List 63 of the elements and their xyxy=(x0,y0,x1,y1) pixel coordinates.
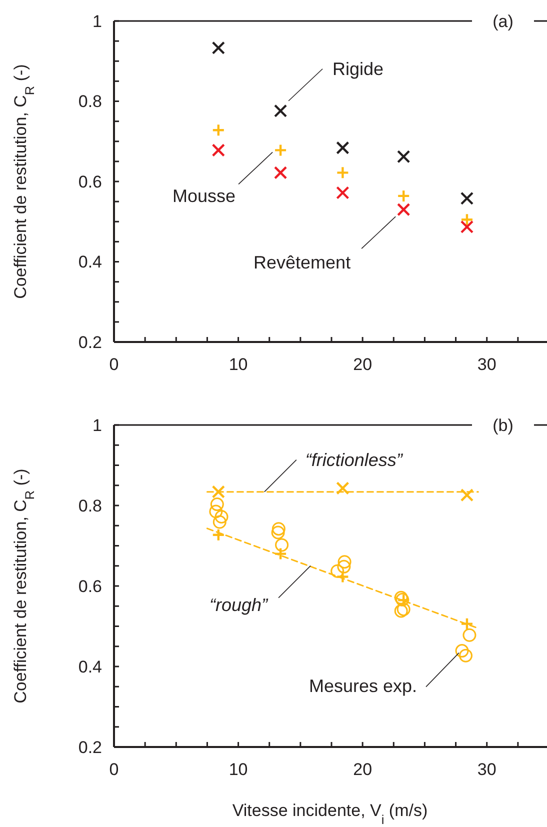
point xyxy=(336,166,350,180)
point xyxy=(460,220,474,234)
y-tick-label: 0.8 xyxy=(78,496,102,516)
x-tick-label: 10 xyxy=(228,355,248,374)
point xyxy=(336,482,350,495)
point xyxy=(460,192,474,205)
point xyxy=(455,644,469,658)
point xyxy=(212,124,225,137)
point xyxy=(274,166,288,180)
point xyxy=(396,602,410,616)
point xyxy=(394,604,408,618)
point xyxy=(212,144,225,157)
y-tick-label: 0.8 xyxy=(78,92,102,112)
text: Mesures exp. xyxy=(308,676,417,696)
y-tick-label: 1 xyxy=(92,12,102,31)
x-tick-label: 30 xyxy=(477,760,496,779)
point xyxy=(274,104,288,118)
point xyxy=(396,189,410,203)
point xyxy=(337,560,351,574)
text: Revêtement xyxy=(254,252,351,273)
point xyxy=(209,504,223,518)
y-tick-label: 1 xyxy=(92,416,102,435)
point xyxy=(338,555,352,569)
point xyxy=(212,41,225,54)
point xyxy=(336,141,350,154)
point xyxy=(336,186,350,200)
text: Rigide xyxy=(332,58,384,79)
y-tick-label: 0.6 xyxy=(78,172,102,192)
chart-title: (a) xyxy=(492,12,514,31)
series-label: “frictionless” xyxy=(305,450,404,470)
point xyxy=(274,144,288,157)
y-tick-label: 0.4 xyxy=(78,252,102,272)
point xyxy=(210,498,224,512)
point xyxy=(460,488,474,502)
point xyxy=(274,547,288,560)
point xyxy=(462,628,476,642)
point xyxy=(330,564,344,578)
point xyxy=(271,526,285,540)
point xyxy=(275,538,289,552)
point xyxy=(212,528,225,542)
x-tick-label: 10 xyxy=(228,760,248,779)
y-tick-label: 0.2 xyxy=(78,738,102,757)
x-tick-label: 20 xyxy=(353,355,372,374)
x-tick-label: 0 xyxy=(109,760,119,779)
point xyxy=(460,617,474,630)
y-tick-label: 0.4 xyxy=(78,657,102,676)
x-tick-label: 30 xyxy=(477,355,496,374)
point xyxy=(458,648,472,662)
point xyxy=(396,150,410,164)
point xyxy=(460,213,474,226)
point xyxy=(396,202,410,216)
text: “rough” xyxy=(210,594,269,615)
x-tick-label: 0 xyxy=(109,355,119,374)
point xyxy=(272,522,286,536)
point xyxy=(212,485,225,498)
chart-title: (b) xyxy=(492,416,514,435)
y-tick-label: 0.6 xyxy=(78,576,102,596)
x-tick-label: 20 xyxy=(353,760,372,779)
point xyxy=(214,510,228,524)
text: Mousse xyxy=(172,186,236,206)
x-axis-title: Vitesse incidente, V$_{i}$ (m/s) xyxy=(232,801,428,826)
point xyxy=(212,515,226,529)
y-tick-label: 0.2 xyxy=(78,332,102,352)
